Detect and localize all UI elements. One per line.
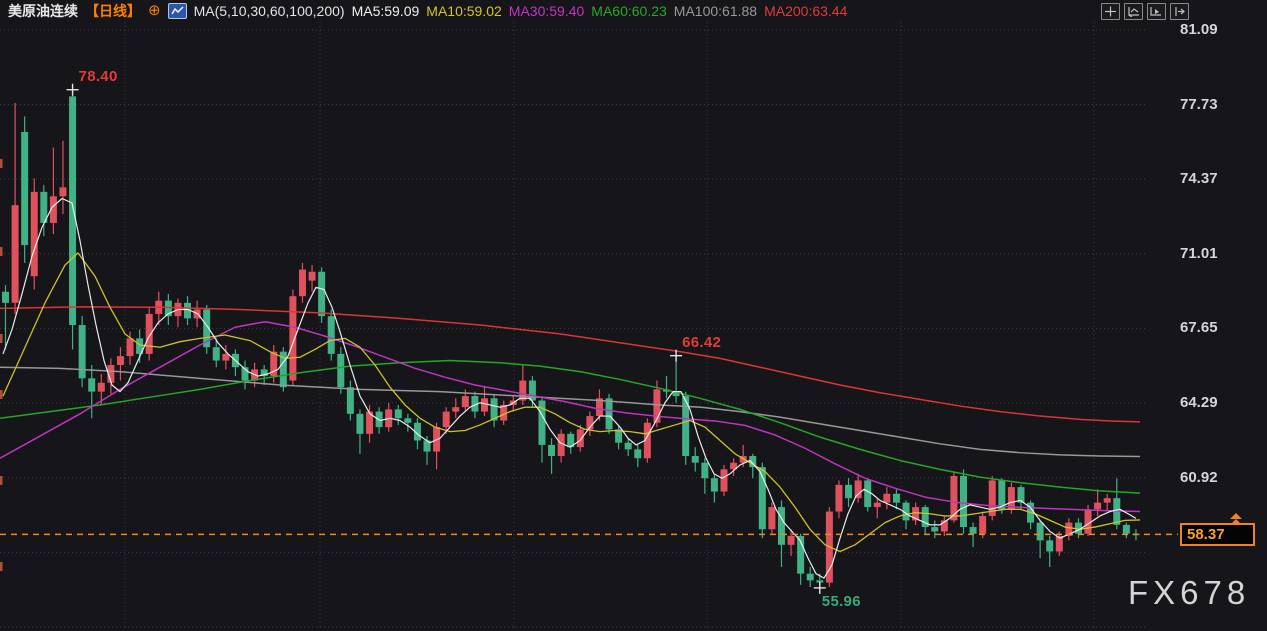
ma-group-label: MA(5,10,30,60,100,200) xyxy=(193,3,345,19)
price-annotation: 55.96 xyxy=(821,592,861,610)
chart-toolbar xyxy=(1101,3,1189,20)
ma5-value: MA5:59.09 xyxy=(351,3,420,19)
symbol-name: 美原油连续 xyxy=(8,3,78,19)
ma200-value: MA200:63.44 xyxy=(764,3,848,19)
y-axis-price-label: 77.73 xyxy=(1180,95,1218,113)
y-axis-price-label: 67.65 xyxy=(1180,319,1218,337)
y-axis-price-label: 60.92 xyxy=(1180,468,1218,486)
y-axis-price-label: 81.09 xyxy=(1180,21,1218,38)
last-price-value: 58.37 xyxy=(1187,525,1225,543)
ma30-value: MA30:59.40 xyxy=(508,3,585,19)
scale-price-axis-icon[interactable] xyxy=(1124,3,1143,20)
chart-header: 美原油连续 【日线】 ⊕ MA(5,10,30,60,100,200) MA5:… xyxy=(0,0,847,22)
y-axis-price-label: 74.37 xyxy=(1180,170,1218,188)
y-axis-price-label: 71.01 xyxy=(1180,244,1218,262)
indicator-chart-icon[interactable] xyxy=(167,3,187,19)
go-to-latest-icon[interactable] xyxy=(1170,3,1189,20)
price-up-arrows-icon xyxy=(1228,513,1244,527)
ma10-value: MA10:59.02 xyxy=(426,3,502,19)
ma100-value: MA100:61.88 xyxy=(673,3,758,19)
price-annotation: 66.42 xyxy=(682,333,722,351)
period-tag[interactable]: 【日线】 xyxy=(85,3,141,19)
y-axis-price-label: 64.29 xyxy=(1180,393,1218,411)
circle-plus-icon[interactable]: ⊕ xyxy=(148,2,161,19)
scale-time-axis-icon[interactable] xyxy=(1147,3,1166,20)
fx678-watermark: FX678 xyxy=(1128,574,1251,611)
crosshair-move-icon[interactable] xyxy=(1101,3,1120,20)
price-annotation: 78.40 xyxy=(78,67,118,85)
ma60-value: MA60:60.23 xyxy=(591,3,667,19)
last-price-tag: 58.37 xyxy=(1180,522,1255,546)
